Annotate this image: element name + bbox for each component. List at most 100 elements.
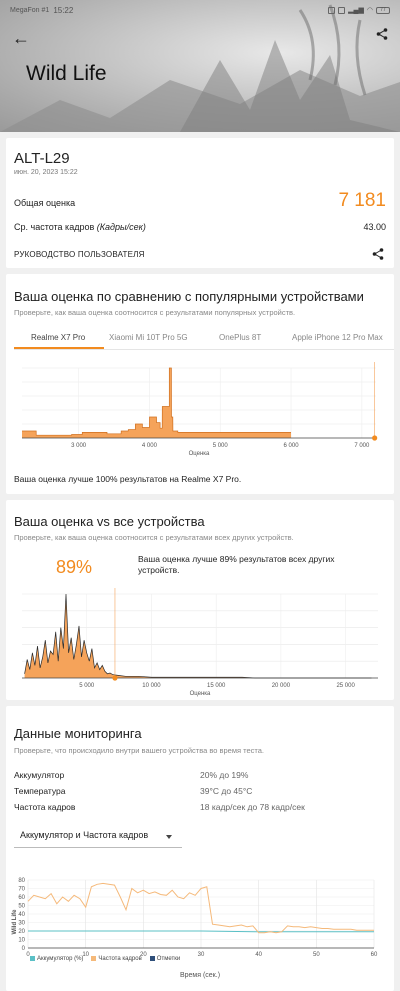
overall-score-label: Общая оценка	[14, 198, 76, 208]
all-devices-distribution-chart: 5 000 10 000 15 000 20 000 25 000 Оценка	[22, 588, 378, 697]
vibrate-icon	[338, 6, 346, 14]
battery-line	[28, 930, 374, 933]
back-arrow-icon[interactable]: ←	[12, 28, 30, 48]
x-tick-label: 15 000	[207, 683, 226, 689]
page-title: Wild Life	[26, 62, 107, 85]
x-tick-label: 20	[140, 952, 147, 956]
clock-text: 15:22	[53, 5, 74, 15]
x-axis-label: Оценка	[190, 691, 211, 697]
compare-note: Ваша оценка лучше 100% результатов на Re…	[14, 474, 242, 484]
battery-row: Аккумулятор 20% до 19%	[14, 770, 386, 780]
y-axis-label: Wild Life	[12, 909, 18, 935]
carrier-text: MegaFon #1	[10, 6, 50, 14]
x-tick-label: 5 000	[213, 443, 229, 449]
y-tick-label: 70	[18, 887, 25, 893]
percentile-note: Ваша оценка лучше 89% результатов всех д…	[138, 554, 335, 575]
legend-fps-swatch	[91, 956, 97, 961]
x-tick-label: 30	[198, 952, 205, 956]
distribution-area	[24, 594, 372, 678]
monitoring-chart: 0 10 20 30 40 50 60 70 80 0 10 20 30 40 50 60 Wild Life	[12, 878, 378, 956]
y-tick-label: 30	[18, 921, 25, 927]
vs-all-card: Ваша оценка vs все устройства Проверьте,…	[6, 500, 394, 700]
fps-row: Ср. частота кадров (Кадры/сек) 43.00	[14, 222, 386, 232]
battery-icon: 77	[376, 6, 390, 14]
monitoring-subtitle: Проверьте, что происходило внутри вашего…	[14, 746, 265, 755]
status-bar: MegaFon #1 15:22 ▂▄▆ ◠ 77	[0, 0, 400, 20]
device-tabs: Realme X7 Pro Xiaomi Mi 10T Pro 5G OnePl…	[14, 330, 394, 350]
x-tick-label: 0	[26, 952, 30, 956]
x-tick-label: 10	[82, 952, 89, 956]
x-axis-label: Оценка	[189, 451, 210, 457]
nfc-icon	[328, 6, 336, 14]
legend-marks-swatch	[149, 956, 155, 961]
compare-popular-card: Ваша оценка по сравнению с популярными у…	[6, 274, 394, 494]
share-icon[interactable]	[376, 28, 388, 40]
monitoring-xlabel: Время (сек.)	[179, 972, 221, 979]
y-tick-label: 0	[22, 946, 26, 952]
overall-score-row: Общая оценка 7 181	[14, 190, 386, 212]
monitoring-legend: Аккумулятор (%) Частота кадров Отметки	[30, 956, 180, 962]
monitoring-card: Данные мониторинга Проверьте, что происх…	[6, 706, 394, 991]
user-guide-link[interactable]: РУКОВОДСТВО ПОЛЬЗОВАТЕЛЯ	[14, 250, 145, 259]
overall-score-value: 7 181	[338, 190, 386, 211]
vs-all-subtitle: Проверьте, как ваша оценка соотносится с…	[14, 533, 294, 542]
battery-label: Аккумулятор	[14, 770, 65, 780]
framerate-label: Частота кадров	[14, 802, 76, 812]
x-tick-label: 7 000	[354, 443, 370, 449]
tab-xiaomi-mi-10t-pro[interactable]: Xiaomi Mi 10T Pro 5G	[109, 333, 188, 342]
legend-fps: Частота кадров	[91, 956, 142, 962]
y-tick-label: 20	[18, 929, 25, 935]
legend-battery: Аккумулятор (%)	[30, 956, 83, 962]
share-icon[interactable]	[372, 248, 384, 260]
metric-dropdown[interactable]: Аккумулятор и Частота кадров	[14, 826, 182, 848]
y-tick-label: 80	[18, 878, 25, 884]
temperature-row: Температура 39°C до 45°C	[14, 786, 386, 796]
temperature-value: 39°C до 45°C	[200, 786, 253, 796]
hero-banner: MegaFon #1 15:22 ▂▄▆ ◠ 77 ← Wild Life	[0, 0, 400, 132]
metric-dropdown-value: Аккумулятор и Частота кадров	[20, 830, 149, 840]
temperature-label: Температура	[14, 786, 66, 796]
compare-title: Ваша оценка по сравнению с популярными у…	[14, 289, 364, 304]
distribution-line	[24, 593, 372, 679]
active-tab-indicator	[14, 347, 104, 349]
x-tick-label: 3 000	[71, 443, 87, 449]
tab-oneplus-8t[interactable]: OnePlus 8T	[219, 333, 262, 342]
compare-distribution-chart: 3 000 4 000 5 000 6 000 7 000 Оценка	[22, 362, 378, 457]
battery-value: 20% до 19%	[200, 770, 249, 780]
tab-apple-iphone-12-pro-max[interactable]: Apple iPhone 12 Pro Max	[292, 333, 383, 342]
test-date: июн. 20, 2023 15:22	[14, 169, 78, 176]
x-tick-label: 10 000	[142, 683, 161, 689]
your-score-marker	[112, 675, 118, 681]
y-tick-label: 10	[18, 938, 25, 944]
legend-marks: Отметки	[149, 956, 180, 962]
x-tick-label: 6 000	[284, 443, 300, 449]
device-name: ALT-L29	[14, 150, 70, 167]
x-tick-label: 50	[313, 952, 320, 956]
framerate-value: 18 кадр/сек до 78 кадр/сек	[200, 802, 305, 812]
fps-value: 43.00	[363, 222, 386, 232]
legend-battery-swatch	[30, 956, 35, 961]
wifi-icon: ◠	[366, 7, 373, 14]
monitoring-title: Данные мониторинга	[14, 726, 142, 741]
hero-background-image	[0, 4, 400, 132]
x-tick-label: 4 000	[142, 443, 158, 449]
score-card: ALT-L29 июн. 20, 2023 15:22 Общая оценка…	[6, 138, 394, 268]
distribution-area	[22, 368, 292, 438]
x-tick-label: 60	[371, 952, 378, 956]
x-tick-label: 5 000	[79, 683, 95, 689]
x-tick-label: 40	[255, 952, 262, 956]
signal-icon: ▂▄▆	[348, 7, 364, 14]
chevron-down-icon	[166, 835, 172, 839]
fps-label: Ср. частота кадров (Кадры/сек)	[14, 222, 146, 232]
x-tick-label: 20 000	[272, 683, 291, 689]
framerate-row: Частота кадров 18 кадр/сек до 78 кадр/се…	[14, 802, 386, 812]
tab-realme-x7-pro[interactable]: Realme X7 Pro	[31, 333, 86, 342]
y-tick-label: 40	[18, 912, 25, 918]
compare-subtitle: Проверьте, как ваша оценка соотносится с…	[14, 308, 296, 317]
y-tick-label: 60	[18, 895, 25, 901]
fps-line	[27, 882, 374, 934]
your-score-marker	[372, 435, 378, 441]
percentile-value: 89%	[56, 557, 93, 577]
y-tick-label: 50	[18, 904, 25, 910]
tab-divider	[14, 349, 394, 350]
